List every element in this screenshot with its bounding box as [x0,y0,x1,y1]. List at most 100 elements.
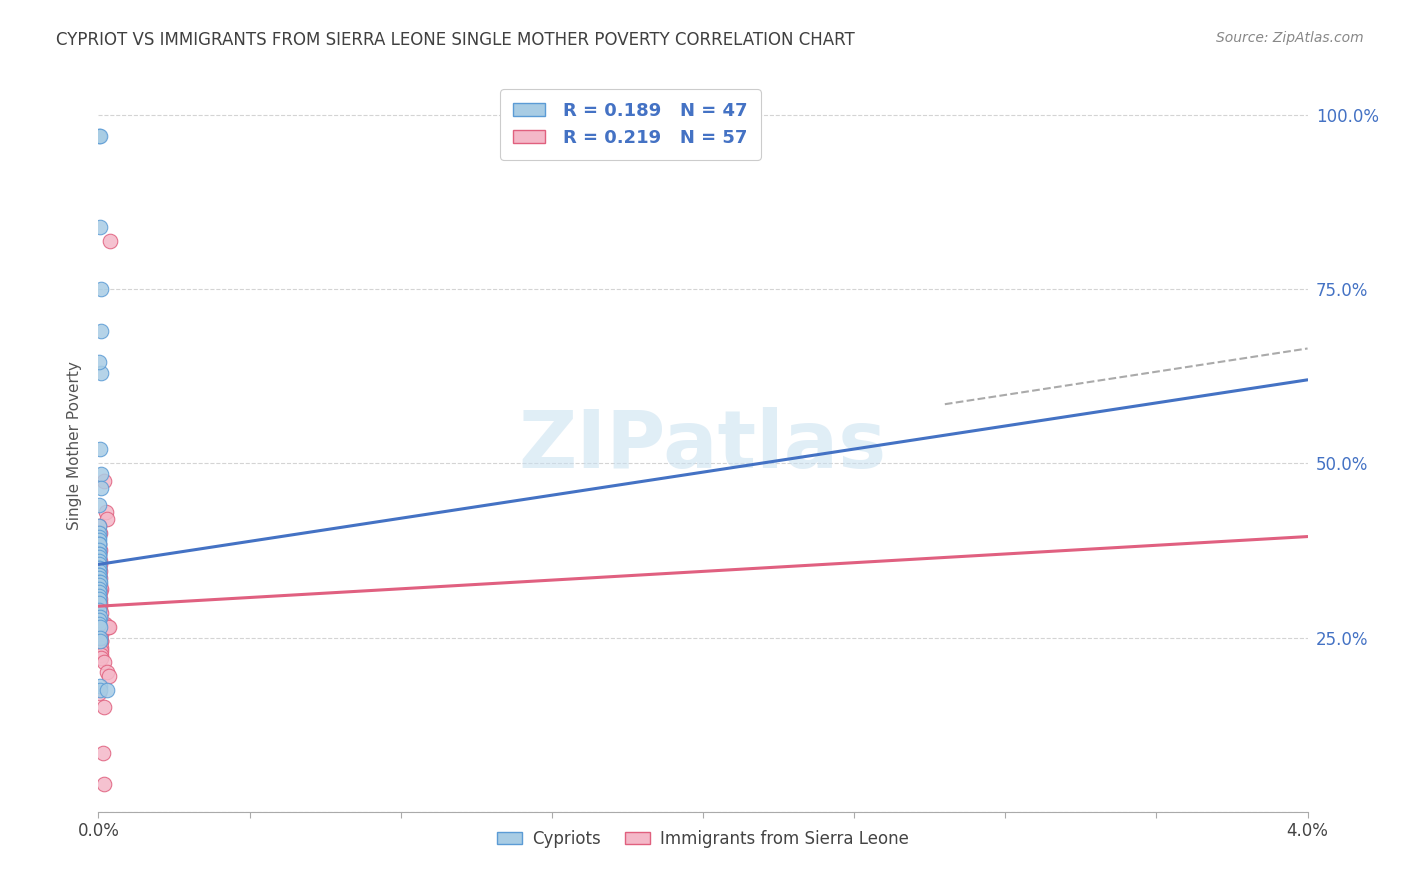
Point [89,582,111,596]
Point [89,554,111,568]
Legend: Cypriots, Immigrants from Sierra Leone: Cypriots, Immigrants from Sierra Leone [491,823,915,855]
Point [89,558,111,572]
Point [90,624,112,638]
Point [89,682,111,697]
Point [87,533,110,547]
Point [89,631,111,645]
Point [89,589,111,603]
Point [89,128,111,143]
Point [87,561,110,575]
Point [89,128,111,143]
Point [89,589,111,603]
Point [90,606,112,620]
Point [89,634,111,648]
Point [90,644,112,658]
Point [89,596,111,610]
Point [93,655,115,669]
Point [89,679,111,693]
Point [87,592,110,607]
Point [89,219,111,234]
Point [87,565,110,579]
Point [87,550,110,565]
Point [89,603,111,617]
Text: CYPRIOT VS IMMIGRANTS FROM SIERRA LEONE SINGLE MOTHER POVERTY CORRELATION CHART: CYPRIOT VS IMMIGRANTS FROM SIERRA LEONE … [56,31,855,49]
Point [89,585,111,599]
Point [89,561,111,575]
Point [90,634,112,648]
Point [89,603,111,617]
Point [89,547,111,561]
Point [96,512,118,526]
Point [89,578,111,592]
Point [89,526,111,541]
Text: Source: ZipAtlas.com: Source: ZipAtlas.com [1216,31,1364,45]
Point [90,467,112,481]
Point [87,536,110,550]
Point [87,561,110,575]
Point [89,592,111,607]
Point [90,640,112,655]
Text: ZIPatlas: ZIPatlas [519,407,887,485]
Point [98,620,121,634]
Point [89,526,111,541]
Point [87,547,110,561]
Point [89,620,111,634]
Point [90,324,112,338]
Point [87,550,110,565]
Point [90,648,112,662]
Point [87,547,110,561]
Point [87,530,110,544]
Point [97,620,120,634]
Point [87,616,110,631]
Point [96,682,118,697]
Point [89,565,111,579]
Point [97,669,120,683]
Point [89,631,111,645]
Point [87,571,110,585]
Point [89,638,111,652]
Point [89,567,111,582]
Point [87,578,110,592]
Point [87,519,110,533]
Point [89,543,111,558]
Y-axis label: Single Mother Poverty: Single Mother Poverty [67,361,83,531]
Point [89,574,111,589]
Point [87,543,110,558]
Point [87,613,110,627]
Point [93,700,115,714]
Point [89,613,111,627]
Point [89,582,111,596]
Point [89,644,111,658]
Point [87,585,110,599]
Point [89,355,111,369]
Point [89,620,111,634]
Point [89,442,111,457]
Point [96,665,118,680]
Point [89,616,111,631]
Point [87,596,110,610]
Point [90,282,112,296]
Point [93,777,115,791]
Point [87,558,110,572]
Point [87,567,110,582]
Point [90,366,112,380]
Point [90,624,112,638]
Point [89,536,111,550]
Point [89,574,111,589]
Point [89,599,111,614]
Point [93,474,115,488]
Point [90,481,112,495]
Point [87,574,110,589]
Point [87,554,110,568]
Point [90,651,112,665]
Point [90,582,112,596]
Point [89,609,111,624]
Point [89,609,111,624]
Point [87,498,110,512]
Point [90,634,112,648]
Point [96,620,118,634]
Point [94,616,117,631]
Point [90,627,112,641]
Point [89,571,111,585]
Point [89,574,111,589]
